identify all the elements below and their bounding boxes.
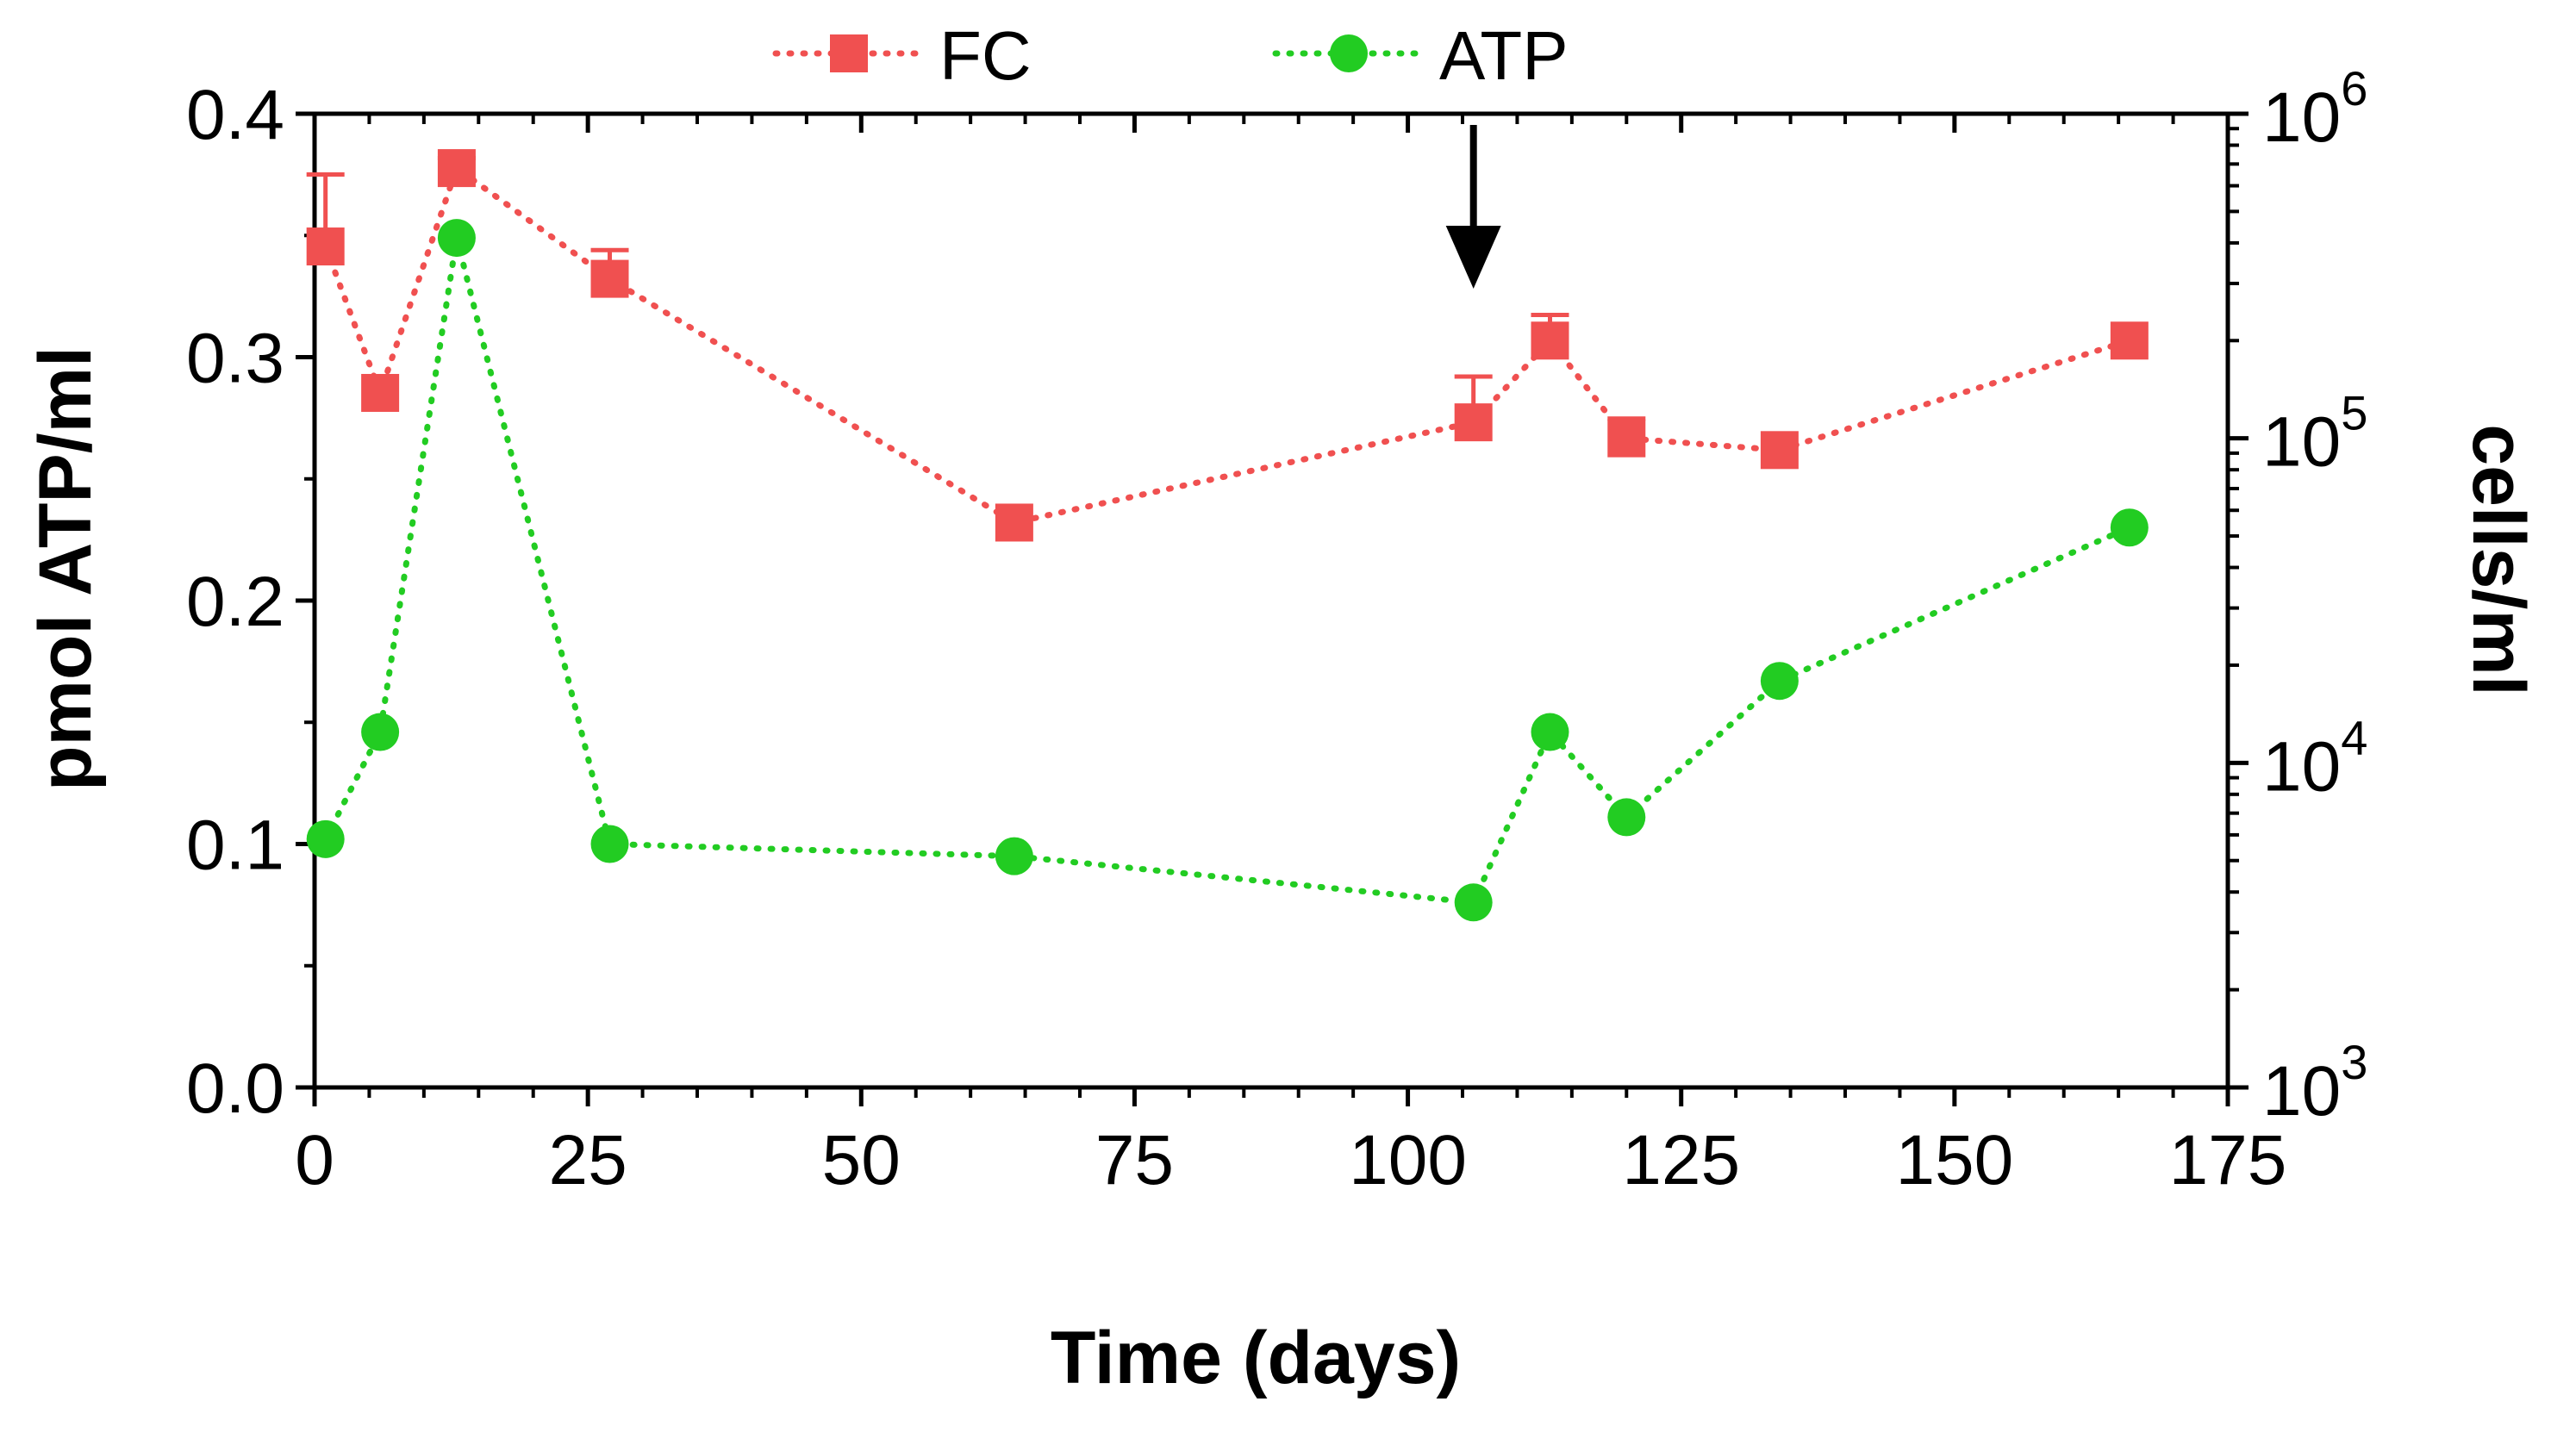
x-tick-label: 100 xyxy=(1349,1121,1467,1199)
y-right-tick-label: 103 xyxy=(2262,1035,2367,1131)
x-axis-title: Time (days) xyxy=(1051,1317,1461,1399)
data-point-FC xyxy=(2110,321,2149,360)
data-point-ATP xyxy=(437,219,476,258)
y-left-tick-label: 0.1 xyxy=(186,807,284,885)
series-layer xyxy=(306,125,2149,922)
data-point-ATP xyxy=(1607,798,1646,837)
series-ATP xyxy=(306,219,2149,922)
data-point-FC xyxy=(590,259,629,298)
legend-label-FC: FC xyxy=(939,17,1032,94)
data-point-ATP xyxy=(2110,508,2149,547)
data-point-ATP xyxy=(995,837,1033,875)
x-tick-label: 125 xyxy=(1622,1121,1740,1199)
data-point-FC xyxy=(1760,431,1799,470)
series-line-ATP xyxy=(322,237,2133,906)
data-point-ATP xyxy=(1531,713,1569,751)
legend-marker-circle xyxy=(1330,34,1368,72)
data-point-FC xyxy=(437,149,476,188)
legend-item-FC: FC xyxy=(772,17,1032,94)
y-left-tick-label: 0.4 xyxy=(186,76,284,154)
y-right-tick-label: 106 xyxy=(2262,61,2367,157)
data-point-ATP xyxy=(306,819,345,858)
y-left-tick-label: 0.0 xyxy=(186,1050,284,1128)
series-FC xyxy=(306,149,2149,542)
legend-label-ATP: ATP xyxy=(1439,17,1569,94)
x-tick-label: 50 xyxy=(822,1121,901,1199)
x-tick-label: 25 xyxy=(549,1121,627,1199)
data-point-FC xyxy=(1454,403,1493,442)
x-tick-label: 150 xyxy=(1895,1121,2013,1199)
data-point-ATP xyxy=(1760,662,1799,701)
data-point-FC xyxy=(306,227,345,266)
legend-marker-square xyxy=(830,34,868,72)
arrow-annotation xyxy=(1445,125,1501,289)
y-axis-right-title: cells/ml xyxy=(2457,424,2540,696)
y-axis-left-title: pmol ATP/ml xyxy=(24,346,107,791)
axes: 0 25 50 75 100 125 150 175 0.0 0.1 0.2 0.3 0.4 103 104… xyxy=(186,61,2367,1199)
y-right-tick-label: 104 xyxy=(2262,710,2367,806)
data-point-ATP xyxy=(361,713,400,751)
data-point-FC xyxy=(1531,321,1569,360)
x-tick-label: 0 xyxy=(295,1121,334,1199)
data-point-ATP xyxy=(1454,883,1493,922)
legend-item-ATP: ATP xyxy=(1272,17,1569,94)
plot-frame xyxy=(312,111,2230,1090)
arrow-head xyxy=(1445,226,1501,289)
data-point-ATP xyxy=(590,825,629,863)
y-left-tick-label: 0.2 xyxy=(186,563,284,641)
y-left-tick-label: 0.3 xyxy=(186,320,284,398)
x-tick-label: 175 xyxy=(2169,1121,2287,1199)
data-point-FC xyxy=(1607,419,1646,458)
data-point-FC xyxy=(361,373,400,412)
series-line-FC xyxy=(322,163,2133,526)
data-point-FC xyxy=(995,503,1033,542)
y-right-tick-label: 105 xyxy=(2262,386,2367,482)
x-tick-label: 75 xyxy=(1095,1121,1174,1199)
legend: FC ATP xyxy=(772,17,1569,94)
